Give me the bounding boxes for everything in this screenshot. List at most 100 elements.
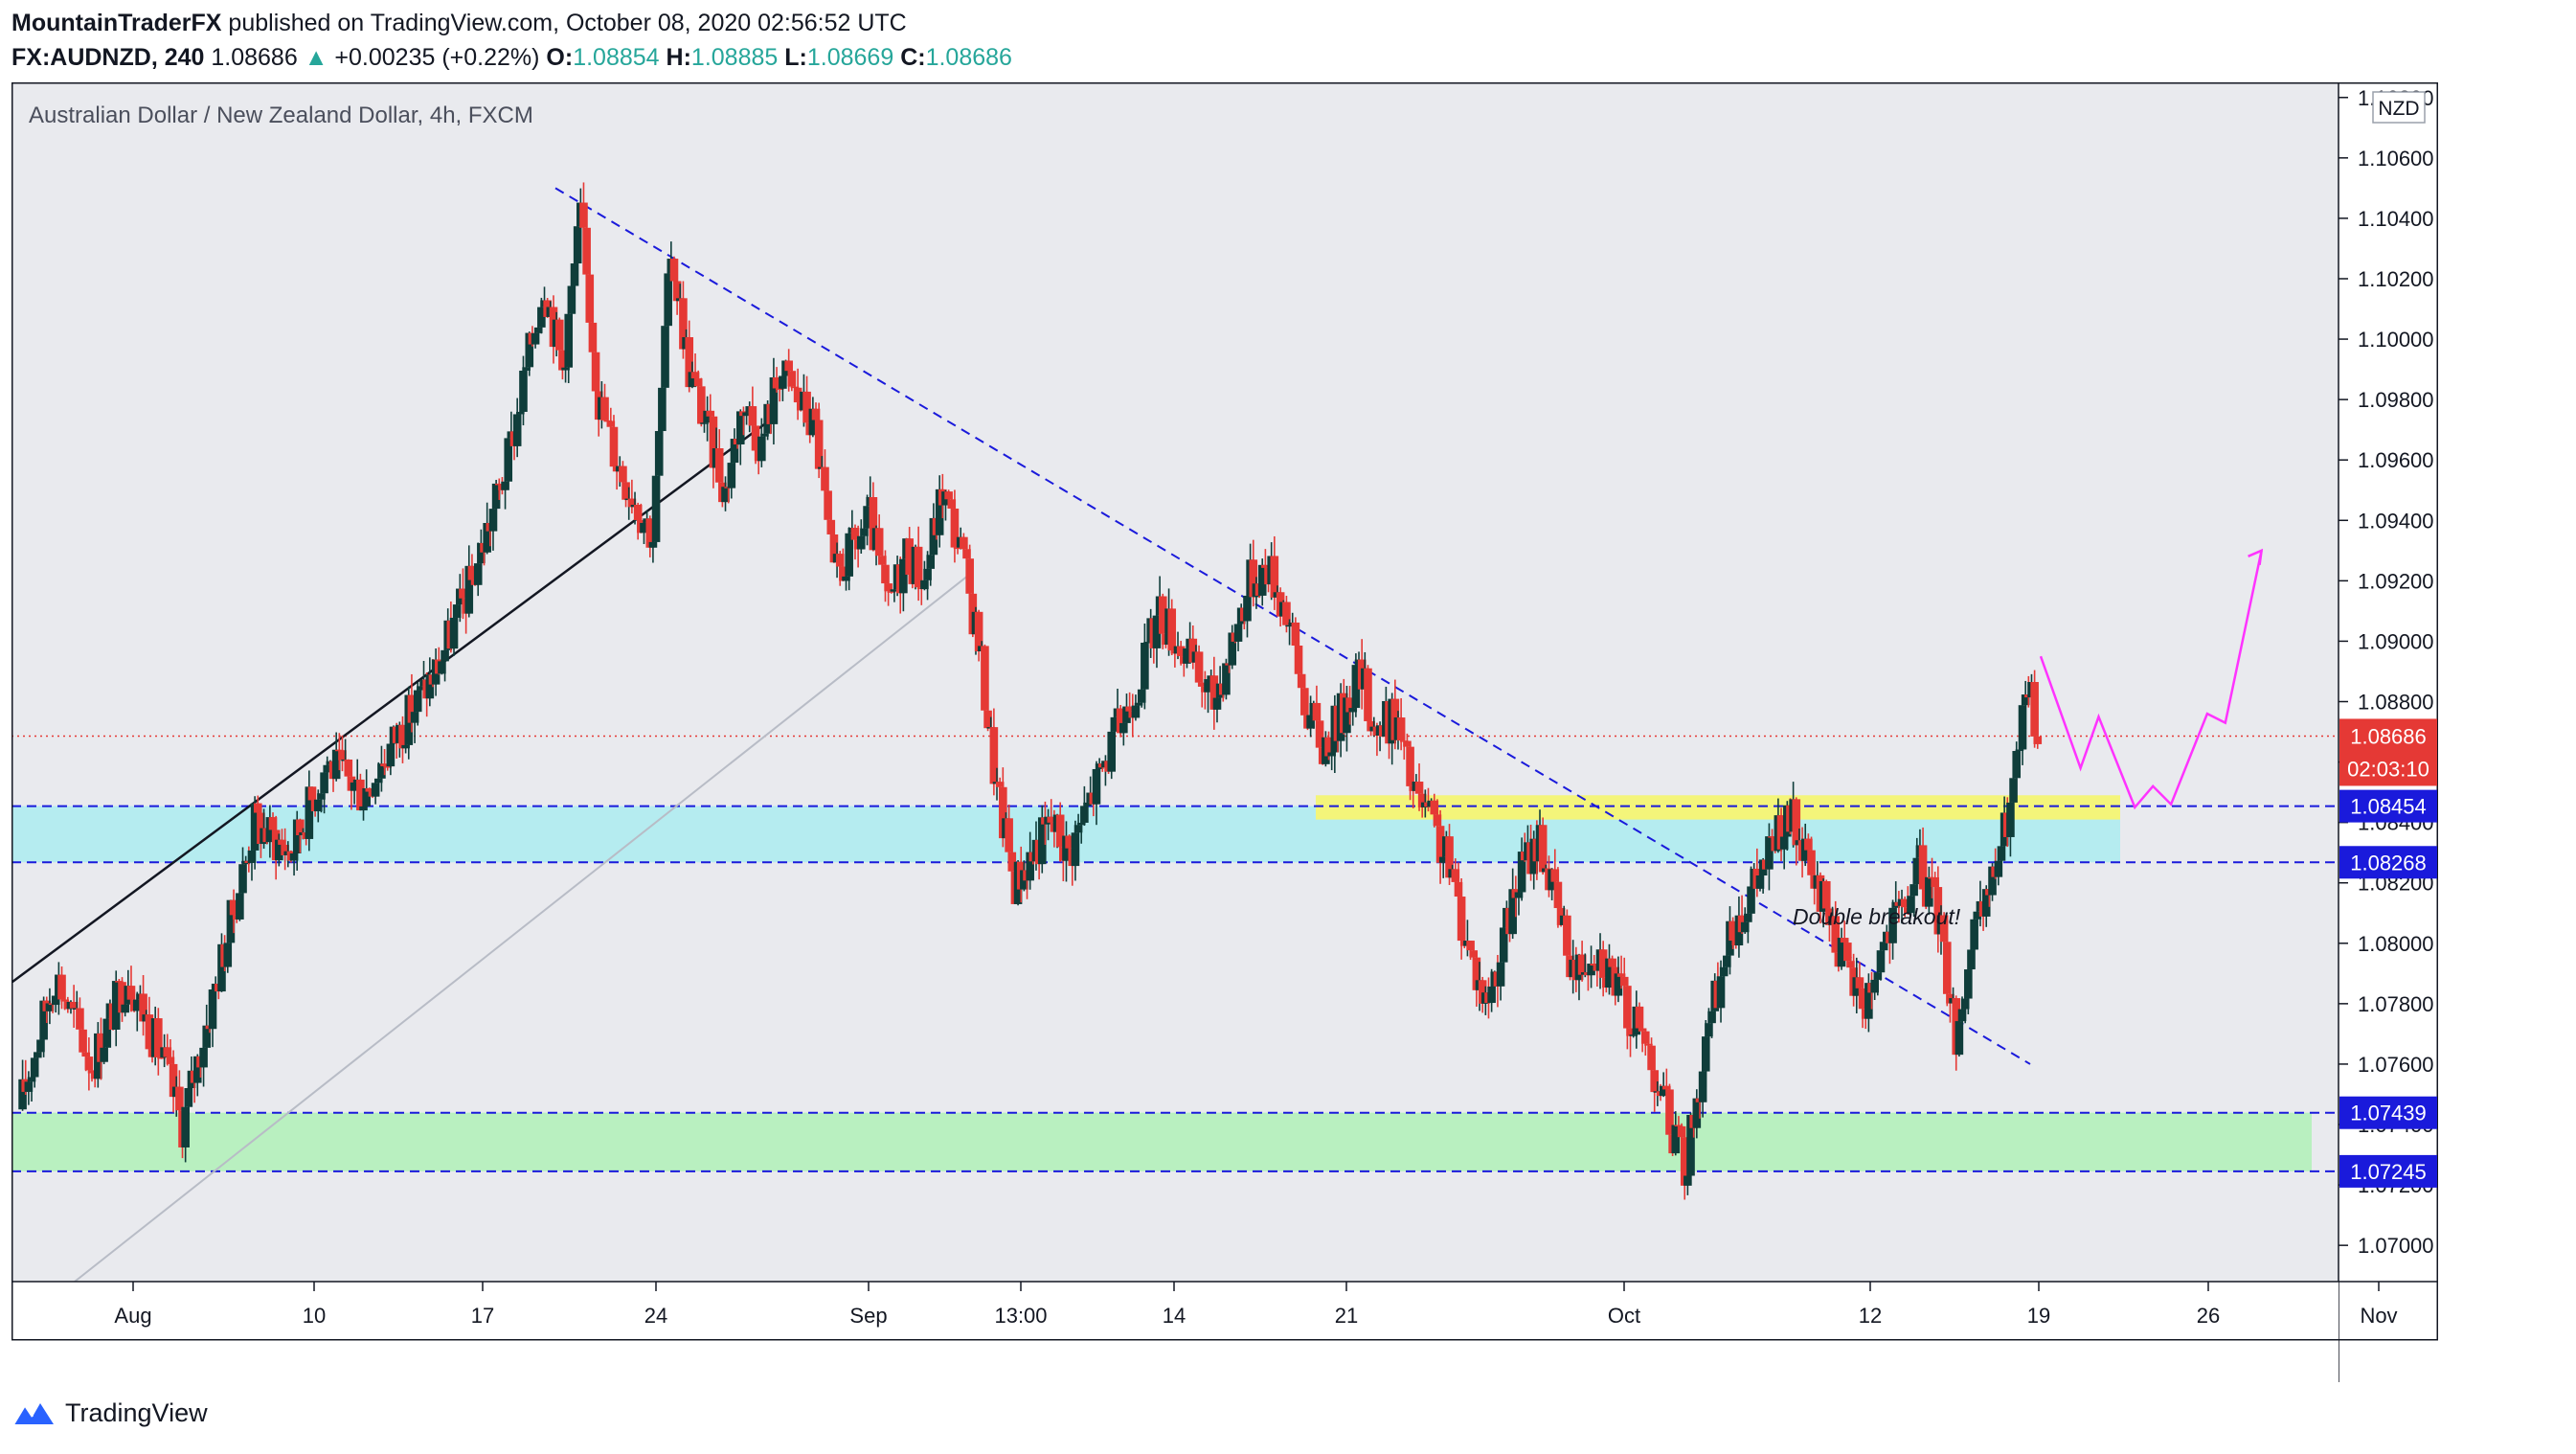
candle-body [627,498,637,508]
candle-body [102,1018,112,1048]
candle-body [784,360,793,372]
candle-body [377,763,386,779]
high-label: H: [666,44,691,71]
candle-body [2009,778,2018,803]
candle-body [1831,916,1841,953]
candle-body [588,322,598,352]
candle-body [974,611,983,652]
x-tick-label: Nov [2360,1304,2397,1328]
candle-body [184,1088,193,1107]
candle-body [1457,897,1466,942]
candle-body [1538,825,1548,873]
candle-body [1638,1028,1647,1032]
candle-body [585,274,595,323]
candle-body [793,387,802,403]
chart-title: Australian Dollar / New Zealand Dollar, … [29,102,533,128]
candle-body [1209,675,1219,710]
candle-body [1864,983,1873,1019]
candle-body [914,546,923,588]
candle-body [1076,822,1086,826]
candle-body [554,319,564,351]
candle-body [519,370,528,412]
candle-body [935,488,944,535]
candle-body [881,564,890,584]
x-tick-label: 17 [471,1304,494,1328]
candle-body [1122,706,1131,723]
candle-body [2018,705,2027,750]
candle-body [1026,852,1034,881]
candle-body [1005,818,1013,852]
candle-body [1514,892,1524,898]
candle-body [292,819,302,853]
last-price-badge [2339,718,2437,786]
candle-body [401,744,410,749]
candle-body [1092,768,1101,805]
candle-body [1327,752,1336,757]
candle-body [1701,1036,1710,1072]
tradingview-brand[interactable]: TradingView [65,1398,208,1427]
candle-body [132,999,142,1011]
candle-body [697,386,706,424]
candle-body [661,326,669,388]
chart-frame [11,82,2438,1341]
candle-body [1644,1043,1653,1046]
candle-body [564,313,574,368]
time-axis-panel[interactable] [11,1282,2339,1382]
chart-container[interactable]: Australian Dollar / New Zealand Dollar, … [11,82,2438,1382]
candle-body [1158,596,1167,634]
candle-body [362,787,371,807]
candle-body [1719,966,1729,977]
y-tick-label: 1.07000 [2358,1234,2434,1258]
candle-body [1261,564,1270,568]
candle-body [208,989,217,1030]
double-breakout-annotation: Double breakout! [1793,904,1961,929]
candle-body [1499,927,1508,963]
candle-body [983,710,992,729]
candle-body [289,852,299,861]
x-tick-label: 24 [644,1304,667,1328]
candle-body [1635,1006,1644,1029]
candle-body [192,1056,202,1083]
candle-body [371,783,380,797]
candle-body [690,372,700,379]
candle-body [1590,964,1599,966]
candle-body [1888,907,1897,943]
price-chart[interactable]: Australian Dollar / New Zealand Dollar, … [11,82,2438,1382]
channel-line [74,574,970,1283]
currency-badge[interactable]: NZD [2372,91,2426,124]
candle-body [1285,625,1294,627]
candle-body [34,1052,42,1058]
downtrend-line [554,187,2031,1065]
candle-body [735,411,745,444]
candle-body [621,482,630,500]
candle-body [331,749,341,780]
candle-body [115,981,124,983]
y-tick-label: 1.07800 [2358,992,2434,1016]
candle-body [1650,1070,1660,1093]
candle-body [995,782,1005,787]
candle-body [1306,715,1315,729]
candle-body [383,766,393,768]
candle-body [1755,875,1765,889]
candle-body [1083,802,1092,807]
candle-body [561,367,570,371]
candle-body [1912,857,1922,885]
candle-body [525,332,534,368]
candle-body [1740,921,1750,933]
candle-body [307,786,317,801]
candle-body [826,519,836,534]
candle-body [633,505,643,521]
candle-body [845,533,853,577]
publish-line: MountainTraderFX published on TradingVie… [11,6,1012,40]
candle-body [69,1002,79,1009]
candle-body [531,332,540,345]
author-name[interactable]: MountainTraderFX [11,10,222,36]
candle-body [769,376,779,424]
candle-body [787,371,797,387]
candle-body [619,466,627,483]
candle-body [1228,632,1237,666]
candle-body [1705,1023,1713,1037]
candle-body [1508,889,1517,935]
candle-body [1686,1114,1695,1176]
x-tick-label: Oct [1608,1304,1640,1328]
